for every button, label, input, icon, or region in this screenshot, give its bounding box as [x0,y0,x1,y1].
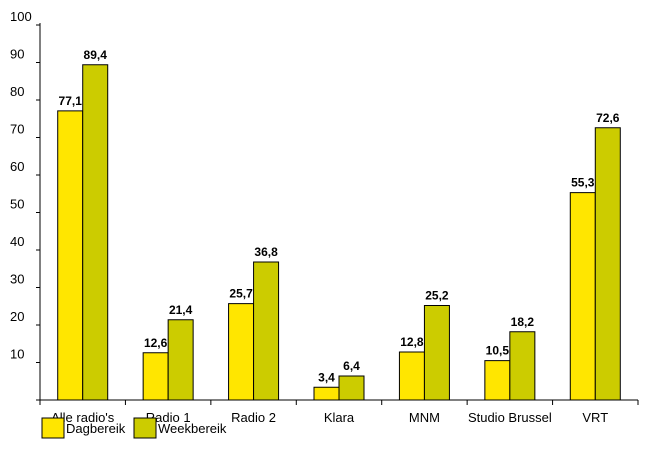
y-tick-label: 80 [10,84,24,99]
bar-dagbereik [398,351,425,401]
data-label: 18,2 [511,315,535,329]
bar-weekbereik [82,64,109,401]
data-label: 3,4 [318,370,335,384]
bar-dagbereik [228,303,255,401]
legend-label: Dagbereik [66,421,126,436]
data-label: 10,5 [486,344,510,358]
data-label: 12,8 [400,335,424,349]
y-tick-label: 10 [10,347,24,362]
bar-weekbereik [423,305,450,401]
data-label: 12,6 [144,336,168,350]
x-tick-label: VRT [582,410,608,425]
data-label: 55,3 [571,176,595,190]
data-label: 25,7 [229,287,253,301]
data-label: 72,6 [596,111,620,125]
x-tick-label: Alle radio's [51,410,115,425]
y-tick-label: 70 [10,122,24,137]
bar-weekbereik [253,261,280,401]
y-tick-label: 20 [10,309,24,324]
x-tick-label: Radio 1 [146,410,191,425]
y-tick-label: 90 [10,47,24,62]
bars: 77,1 89,4 12,6 21,4 25,7 36,8 3,4 6,4 12,8 25,2 10… [57,48,621,401]
legend-label: Weekbereik [158,421,227,436]
data-label: 36,8 [254,245,278,259]
y-tick-label: 100 [10,9,32,24]
legend-swatch [41,417,65,439]
legend-swatch [133,417,157,439]
x-tick-label: Klara [324,410,355,425]
x-axis: Alle radio's Radio 1 Radio 2 Klara MNM Studio… [39,399,639,425]
y-tick-label: 30 [10,272,24,287]
bar-dagbereik [313,386,340,401]
data-label: 77,1 [59,94,83,108]
bar-weekbereik [167,319,194,401]
bar-weekbereik [594,127,621,401]
y-tick-label: 60 [10,159,24,174]
data-label: 21,4 [169,303,193,317]
bar-weekbereik [509,331,536,401]
data-label: 89,4 [84,48,108,62]
bar-dagbereik [142,352,169,401]
bar-dagbereik [569,192,596,401]
bar-weekbereik [338,375,365,401]
y-axis: 10 20 30 40 50 60 70 80 90 100 [10,9,41,401]
data-label: 6,4 [343,359,360,373]
y-tick-label: 40 [10,234,24,249]
x-tick-label: Studio Brussel [468,410,552,425]
y-tick-label: 50 [10,197,24,212]
legend: Dagbereik Weekbereik [41,417,227,439]
x-tick-label: MNM [409,410,440,425]
bar-dagbereik [484,360,511,401]
x-tick-label: Radio 2 [231,410,276,425]
bar-dagbereik [57,110,84,401]
data-label: 25,2 [425,289,449,303]
